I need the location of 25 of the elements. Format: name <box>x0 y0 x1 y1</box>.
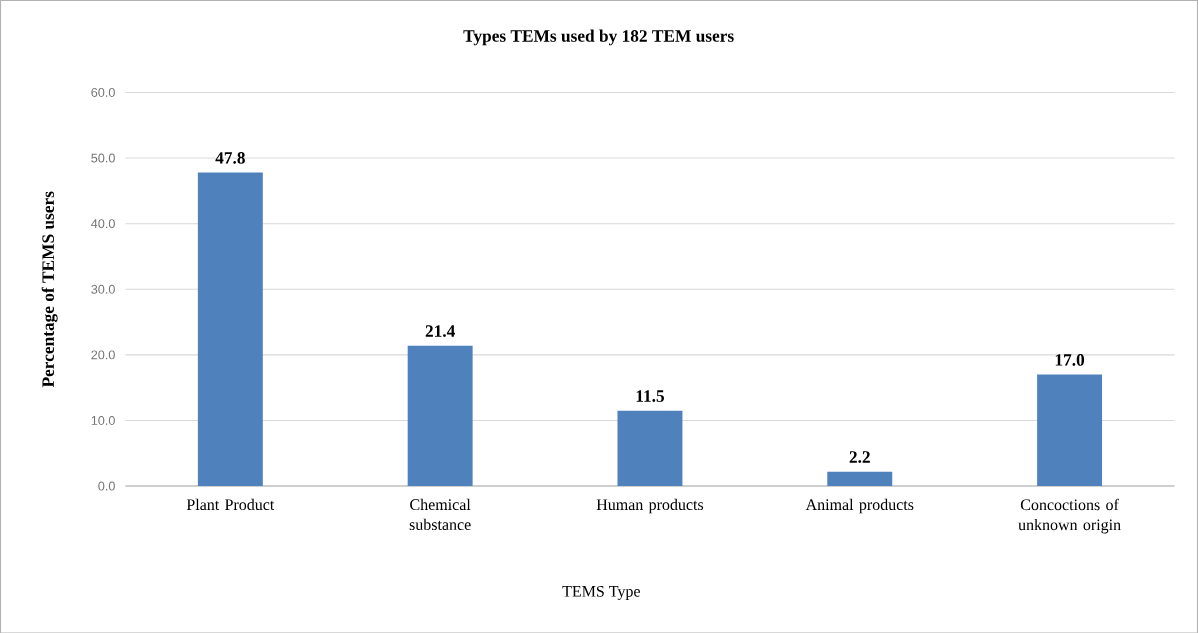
data-label: 17.0 <box>1055 353 1085 366</box>
y-axis-title: Percentage of TEMS users <box>41 191 58 387</box>
x-tick-label: Chemical substance <box>409 498 471 530</box>
chart-title: Types TEMs used by 182 TEM users <box>463 29 734 46</box>
x-axis-title: TEMS Type <box>562 585 640 600</box>
data-label: 21.4 <box>425 325 455 337</box>
y-tick-label: 10.0 <box>91 415 115 425</box>
y-tick-label: 0.0 <box>98 481 115 491</box>
bar <box>407 345 473 486</box>
bar <box>617 410 683 486</box>
bar <box>827 471 893 486</box>
bar <box>1037 374 1103 486</box>
y-tick-label: 50.0 <box>91 153 115 163</box>
x-tick-label: Plant Product <box>186 498 275 510</box>
y-tick-label: 60.0 <box>91 87 115 97</box>
x-tick-label: Concoctions of unknown origin <box>1018 498 1121 534</box>
bar <box>197 172 263 486</box>
data-label: 47.8 <box>215 151 245 164</box>
x-tick-label: Human products <box>596 498 704 514</box>
y-tick-label: 30.0 <box>91 284 115 294</box>
data-label: 2.2 <box>849 451 870 463</box>
x-tick-label: Animal products <box>805 498 914 514</box>
y-tick-label: 40.0 <box>91 218 115 228</box>
y-tick-label: 20.0 <box>91 350 115 360</box>
data-label: 11.5 <box>636 390 664 402</box>
